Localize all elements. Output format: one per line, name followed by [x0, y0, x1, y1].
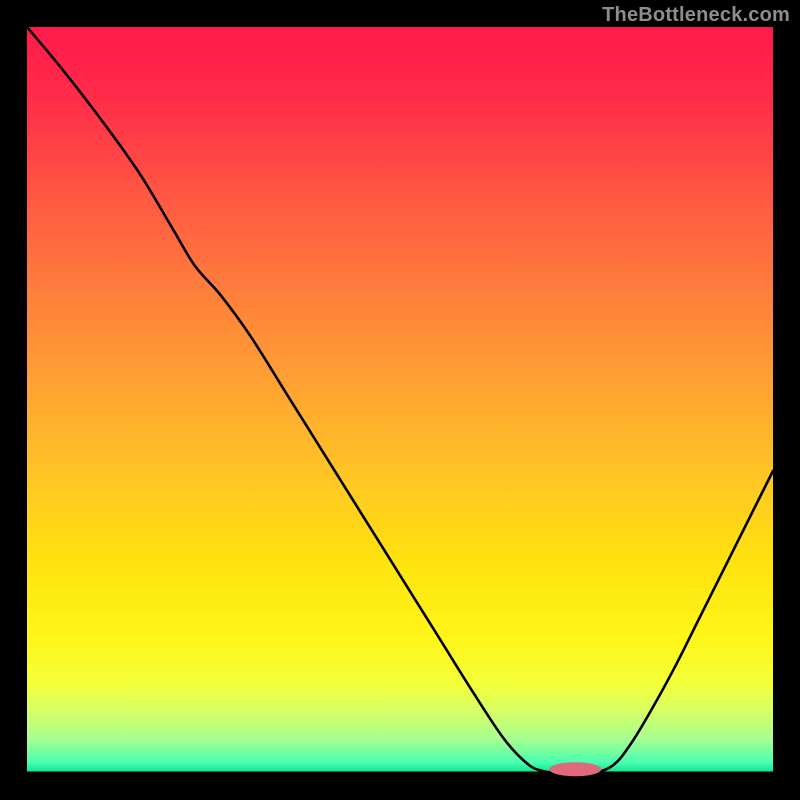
- bottleneck-chart: TheBottleneck.com: [0, 0, 800, 800]
- chart-svg: [0, 0, 800, 800]
- optimal-marker: [549, 762, 601, 776]
- watermark-label: TheBottleneck.com: [602, 4, 790, 27]
- plot-gradient-background: [27, 27, 773, 773]
